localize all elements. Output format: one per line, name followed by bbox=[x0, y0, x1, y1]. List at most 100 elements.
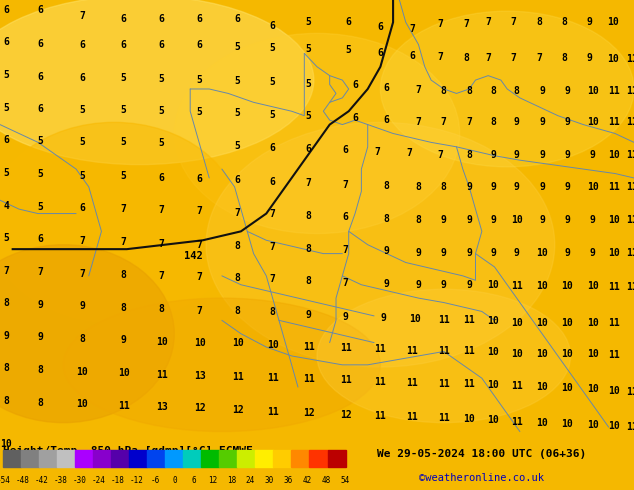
Text: 9: 9 bbox=[37, 300, 43, 310]
Text: 9: 9 bbox=[586, 53, 593, 63]
Text: 10: 10 bbox=[608, 150, 619, 160]
Text: 9: 9 bbox=[590, 215, 596, 225]
Bar bbox=[202, 450, 219, 466]
Text: 7: 7 bbox=[374, 147, 380, 157]
Text: 6: 6 bbox=[352, 80, 358, 91]
Text: 6: 6 bbox=[306, 144, 312, 154]
Text: 11: 11 bbox=[463, 378, 475, 389]
Text: 11: 11 bbox=[340, 343, 351, 353]
Text: 6: 6 bbox=[3, 37, 10, 47]
Text: 10: 10 bbox=[118, 368, 129, 378]
Text: 6: 6 bbox=[158, 14, 165, 24]
Text: 7: 7 bbox=[536, 53, 542, 63]
Bar bbox=[273, 450, 292, 466]
Text: 11: 11 bbox=[267, 373, 278, 383]
Text: 7: 7 bbox=[415, 117, 422, 127]
Text: 5: 5 bbox=[3, 168, 10, 178]
Text: 5: 5 bbox=[120, 73, 127, 83]
Text: 7: 7 bbox=[3, 266, 10, 275]
Text: 9: 9 bbox=[490, 182, 496, 192]
Ellipse shape bbox=[0, 0, 314, 165]
Text: 5: 5 bbox=[158, 106, 165, 116]
Text: 9: 9 bbox=[539, 86, 545, 96]
Bar bbox=[237, 450, 256, 466]
Text: 10: 10 bbox=[511, 215, 522, 225]
Bar bbox=[292, 450, 309, 466]
Bar bbox=[328, 450, 346, 466]
Text: 8: 8 bbox=[415, 182, 422, 192]
Text: 11: 11 bbox=[438, 413, 450, 423]
Text: 9: 9 bbox=[441, 248, 447, 258]
Text: 10: 10 bbox=[607, 17, 619, 27]
Bar bbox=[309, 450, 328, 466]
Text: 5: 5 bbox=[197, 107, 203, 117]
Text: 5: 5 bbox=[269, 77, 276, 87]
Text: 6: 6 bbox=[269, 176, 276, 187]
Text: 6: 6 bbox=[197, 174, 203, 184]
Bar bbox=[21, 450, 39, 466]
Text: 10: 10 bbox=[536, 417, 548, 428]
Text: 6: 6 bbox=[197, 14, 203, 24]
Text: -6: -6 bbox=[151, 476, 160, 486]
Text: 7: 7 bbox=[437, 150, 444, 160]
Text: 10: 10 bbox=[488, 380, 499, 390]
Text: 4: 4 bbox=[3, 200, 10, 211]
Text: 10: 10 bbox=[232, 339, 243, 348]
Text: 6: 6 bbox=[346, 17, 352, 27]
Text: 11: 11 bbox=[406, 345, 418, 356]
Text: 11: 11 bbox=[608, 86, 619, 96]
Text: 6: 6 bbox=[269, 21, 276, 31]
Text: 9: 9 bbox=[586, 17, 593, 27]
Text: 8: 8 bbox=[269, 307, 276, 318]
Text: 5: 5 bbox=[306, 17, 312, 27]
Text: 9: 9 bbox=[342, 312, 349, 322]
Text: 7: 7 bbox=[79, 236, 86, 246]
Text: 5: 5 bbox=[197, 75, 203, 85]
Text: 8: 8 bbox=[37, 365, 43, 375]
Text: 12: 12 bbox=[303, 408, 314, 418]
Text: 6: 6 bbox=[79, 40, 86, 50]
Text: 8: 8 bbox=[235, 241, 241, 250]
Text: 9: 9 bbox=[490, 150, 496, 160]
Text: 7: 7 bbox=[342, 180, 349, 190]
Text: 7: 7 bbox=[466, 117, 472, 127]
Text: 7: 7 bbox=[158, 271, 165, 281]
Bar bbox=[219, 450, 237, 466]
Text: 10: 10 bbox=[156, 337, 167, 347]
Text: 5: 5 bbox=[79, 171, 86, 181]
Text: 8: 8 bbox=[490, 117, 496, 127]
Text: 7: 7 bbox=[463, 20, 469, 29]
Bar bbox=[165, 450, 183, 466]
Text: 9: 9 bbox=[79, 301, 86, 311]
Text: 8: 8 bbox=[235, 306, 241, 317]
Text: 6: 6 bbox=[409, 50, 415, 61]
Ellipse shape bbox=[174, 33, 460, 234]
Text: 9: 9 bbox=[564, 150, 571, 160]
Text: 9: 9 bbox=[384, 279, 390, 289]
Text: 10: 10 bbox=[562, 383, 573, 393]
Text: 11: 11 bbox=[375, 377, 386, 387]
Text: 10: 10 bbox=[410, 315, 421, 324]
Text: 8: 8 bbox=[3, 364, 10, 373]
Text: 10: 10 bbox=[562, 318, 573, 328]
Text: 7: 7 bbox=[409, 24, 415, 34]
Text: 5: 5 bbox=[120, 105, 127, 115]
Text: 11: 11 bbox=[303, 374, 314, 384]
Text: 12: 12 bbox=[232, 405, 243, 415]
Text: 6: 6 bbox=[37, 5, 43, 15]
Text: -18: -18 bbox=[110, 476, 124, 486]
Text: 7: 7 bbox=[120, 204, 127, 214]
Text: 6: 6 bbox=[3, 135, 10, 145]
Text: 9: 9 bbox=[564, 182, 571, 192]
Text: 9: 9 bbox=[490, 215, 496, 225]
Text: 12: 12 bbox=[208, 476, 217, 486]
Text: 7: 7 bbox=[437, 52, 444, 62]
Text: 0: 0 bbox=[172, 476, 177, 486]
Text: 11: 11 bbox=[626, 54, 634, 64]
Text: 9: 9 bbox=[514, 150, 520, 160]
Text: 10: 10 bbox=[608, 248, 619, 258]
Text: 6: 6 bbox=[384, 83, 390, 93]
Text: 7: 7 bbox=[342, 245, 349, 255]
Text: 5: 5 bbox=[235, 108, 241, 119]
Text: 11: 11 bbox=[340, 375, 351, 386]
